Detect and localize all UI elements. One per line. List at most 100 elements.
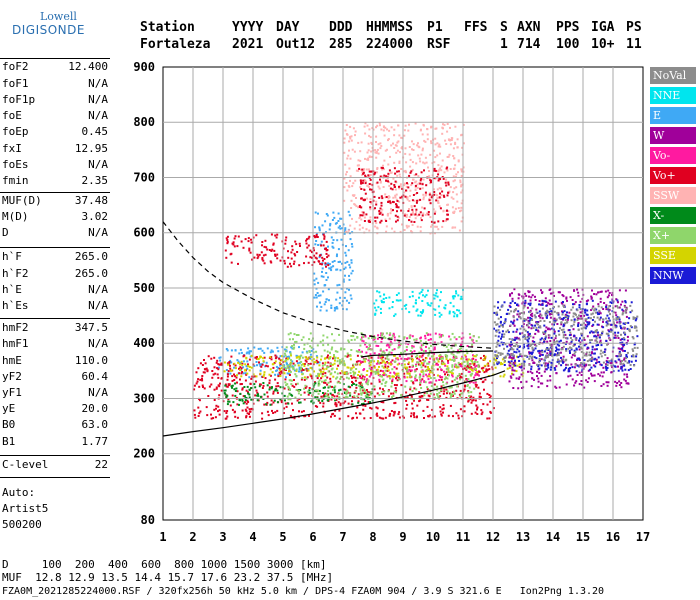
echo-point xyxy=(248,350,251,353)
echo-point xyxy=(467,398,470,401)
echo-point xyxy=(327,361,330,364)
echo-point xyxy=(382,168,385,171)
echo-point xyxy=(339,404,342,407)
echo-point xyxy=(387,389,390,392)
echo-point xyxy=(617,347,620,350)
echo-point xyxy=(485,368,488,371)
echo-point xyxy=(509,348,512,351)
echo-point xyxy=(498,325,501,328)
echo-point xyxy=(499,363,502,366)
echo-point xyxy=(606,384,609,387)
echo-point xyxy=(288,370,290,373)
echo-point xyxy=(445,356,448,359)
echo-point xyxy=(499,308,502,311)
echo-point xyxy=(246,372,249,375)
echo-point xyxy=(308,338,311,341)
echo-point xyxy=(248,366,251,368)
echo-point xyxy=(233,245,236,248)
echo-point xyxy=(584,308,587,311)
echo-point xyxy=(410,415,412,418)
echo-point xyxy=(380,338,383,340)
echo-point xyxy=(560,356,562,359)
echo-point xyxy=(239,383,242,386)
echo-point xyxy=(535,357,538,360)
echo-point xyxy=(247,391,249,394)
echo-point xyxy=(620,348,623,351)
echo-point xyxy=(342,278,345,281)
echo-point xyxy=(225,237,228,240)
echo-point xyxy=(466,364,469,367)
echo-point xyxy=(458,348,461,351)
echo-point xyxy=(477,363,480,366)
echo-point xyxy=(496,363,499,366)
echo-point xyxy=(421,187,424,190)
echo-point xyxy=(218,356,221,359)
echo-point xyxy=(566,316,569,319)
echo-point xyxy=(264,253,267,256)
echo-point xyxy=(454,143,457,145)
echo-point xyxy=(255,389,258,392)
echo-point xyxy=(300,393,302,396)
echo-point xyxy=(426,302,429,305)
echo-point xyxy=(378,378,381,381)
echo-point xyxy=(427,354,430,357)
echo-point xyxy=(347,154,350,157)
echo-point xyxy=(374,337,377,339)
echo-point xyxy=(624,368,627,371)
param-name: foF1 xyxy=(2,77,29,90)
echo-point xyxy=(378,196,381,199)
echo-point xyxy=(361,182,364,184)
echo-point xyxy=(287,250,289,253)
param-name: foF1p xyxy=(2,93,36,106)
echo-point xyxy=(375,126,377,129)
echo-point xyxy=(578,306,581,309)
echo-point xyxy=(620,327,622,329)
echo-point xyxy=(314,211,317,214)
echo-point xyxy=(426,138,429,141)
echo-point xyxy=(321,364,324,367)
echo-point xyxy=(409,195,411,197)
echo-point xyxy=(359,377,362,379)
echo-point xyxy=(538,303,541,306)
echo-point xyxy=(507,353,510,356)
echo-point xyxy=(253,383,256,386)
echo-point xyxy=(598,336,601,339)
echo-point xyxy=(326,249,329,251)
echo-point xyxy=(427,415,430,418)
echo-point xyxy=(347,402,350,405)
echo-point xyxy=(500,316,502,319)
echo-point xyxy=(294,373,297,376)
echo-point xyxy=(418,358,421,361)
echo-point xyxy=(447,361,450,364)
echo-point xyxy=(565,383,568,386)
param-name: B0 xyxy=(2,418,16,431)
echo-point xyxy=(585,325,588,328)
echo-point xyxy=(452,197,455,200)
echo-point xyxy=(517,387,520,390)
echo-point xyxy=(555,365,558,368)
echo-point xyxy=(539,313,542,316)
echo-point xyxy=(317,244,320,246)
echo-point xyxy=(395,357,398,360)
echo-point xyxy=(394,372,397,375)
echo-point xyxy=(432,373,435,376)
echo-point xyxy=(305,239,308,242)
echo-point xyxy=(518,359,521,362)
echo-point xyxy=(393,185,396,188)
echo-point xyxy=(428,414,431,417)
echo-point xyxy=(513,310,515,313)
echo-point xyxy=(406,213,408,216)
echo-point xyxy=(345,376,348,379)
echo-point xyxy=(226,373,229,376)
echo-point xyxy=(526,336,529,339)
echo-point xyxy=(393,184,396,186)
echo-point xyxy=(270,399,273,402)
echo-point xyxy=(599,352,602,355)
echo-point xyxy=(387,358,390,361)
echo-point xyxy=(568,370,571,373)
echo-point xyxy=(581,370,584,373)
echo-point xyxy=(323,379,326,382)
echo-point xyxy=(474,374,477,377)
echo-point xyxy=(421,214,424,217)
echo-point xyxy=(523,360,526,363)
